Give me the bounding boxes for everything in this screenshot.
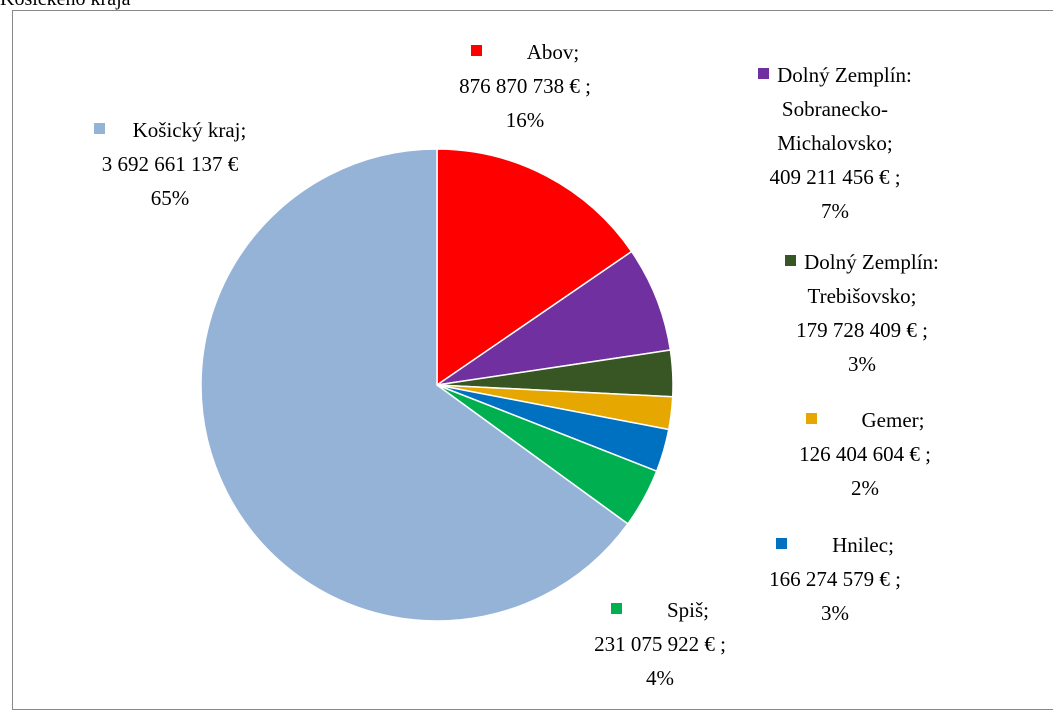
- legend-marker: [758, 68, 770, 79]
- legend-marker: [93, 123, 105, 134]
- data-label: Abov; 876 870 738 € ; 16%: [405, 35, 645, 137]
- category-label: Spiš;: [666, 598, 710, 622]
- category-label: Dolný Zemplín: Trebišovsko;: [804, 250, 939, 308]
- data-label: Dolný Zemplín: Trebišovsko; 179 728 409 €…: [752, 245, 972, 381]
- legend-marker: [805, 413, 817, 424]
- value-label: 876 870 738 € ;: [459, 74, 591, 98]
- data-label: Dolný Zemplín: Sobranecko-Michalovsko; 40…: [735, 58, 935, 228]
- percentage-label: 2%: [851, 476, 879, 500]
- data-label: Hnilec; 166 274 579 € ; 3%: [735, 528, 935, 630]
- percentage-label: 3%: [821, 601, 849, 625]
- chart-title: Košického kraja: [0, 0, 131, 11]
- percentage-label: 4%: [646, 666, 674, 690]
- value-label: 3 692 661 137 €: [101, 152, 239, 176]
- percentage-label: 16%: [505, 108, 545, 132]
- value-label: 179 728 409 € ;: [796, 318, 928, 342]
- legend-marker: [776, 538, 788, 549]
- category-label: Hnilec;: [832, 533, 894, 557]
- percentage-label: 3%: [848, 352, 876, 376]
- value-label: 231 075 922 € ;: [594, 632, 726, 656]
- category-label: Gemer;: [861, 408, 925, 432]
- data-label: Spiš; 231 075 922 € ; 4%: [550, 593, 770, 695]
- data-label: Gemer; 126 404 604 € ; 2%: [765, 403, 965, 505]
- category-label: Košický kraj;: [132, 118, 247, 142]
- data-label: Košický kraj; 3 692 661 137 € 65%: [40, 113, 300, 215]
- value-label: 126 404 604 € ;: [799, 442, 931, 466]
- pie-slice: [200, 148, 629, 622]
- legend-marker: [610, 603, 622, 614]
- pie-slice: [436, 250, 672, 386]
- value-label: 166 274 579 € ;: [769, 567, 901, 591]
- category-label: Abov;: [526, 40, 580, 64]
- category-label: Dolný Zemplín: Sobranecko-Michalovsko;: [777, 63, 912, 155]
- pie-slice: [436, 148, 633, 387]
- percentage-label: 7%: [821, 199, 849, 223]
- legend-marker: [470, 45, 482, 56]
- percentage-label: 65%: [150, 186, 190, 210]
- chart: [200, 148, 674, 622]
- legend-marker: [785, 255, 797, 266]
- value-label: 409 211 456 € ;: [769, 165, 901, 189]
